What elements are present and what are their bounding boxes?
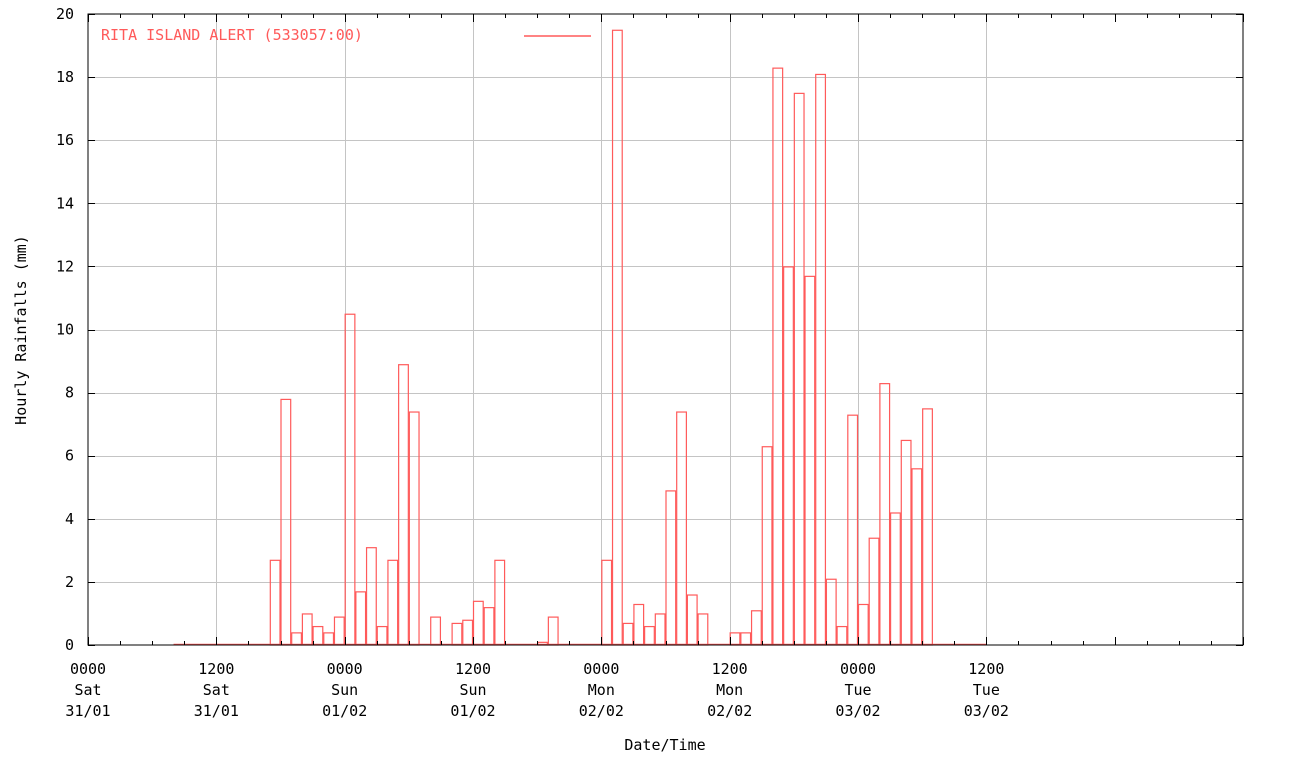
- x-tick-label: 1200: [198, 660, 234, 678]
- x-tick-label: Mon: [716, 681, 743, 699]
- x-tick-label: 0000: [583, 660, 619, 678]
- y-tick-label: 4: [65, 510, 74, 528]
- y-tick-label: 12: [56, 257, 74, 275]
- x-tick-label: 02/02: [707, 702, 752, 720]
- x-tick-label: Sat: [203, 681, 230, 699]
- y-tick-label: 8: [65, 384, 74, 402]
- x-tick-label: 0000: [327, 660, 363, 678]
- y-tick-label: 18: [56, 68, 74, 86]
- x-tick-label: 1200: [712, 660, 748, 678]
- x-tick-label: 01/02: [450, 702, 495, 720]
- x-tick-label: Tue: [973, 681, 1000, 699]
- plot-frame: [87, 13, 1244, 646]
- x-tick-label: 03/02: [835, 702, 880, 720]
- y-tick-label: 20: [56, 5, 74, 23]
- y-axis-ticks: 0 2 4 6 8 10 12 14 16 18 20: [56, 5, 1243, 654]
- y-tick-label: 16: [56, 131, 74, 149]
- x-axis-ticks: 0000 Sat 31/01 1200 Sat 31/01 0000 Sun 01/02 1200…: [65, 14, 1244, 720]
- x-tick-label: 1200: [455, 660, 491, 678]
- x-tick-label: Sun: [459, 681, 486, 699]
- y-tick-label: 10: [56, 321, 74, 339]
- x-tick-label: 0000: [70, 660, 106, 678]
- x-tick-label: Sun: [331, 681, 358, 699]
- y-tick-label: 0: [65, 636, 74, 654]
- x-tick-label: 31/01: [65, 702, 110, 720]
- x-tick-label: Sat: [74, 681, 101, 699]
- legend: RITA ISLAND ALERT (533057:00): [101, 26, 591, 44]
- x-tick-label: 0000: [840, 660, 876, 678]
- x-tick-label: Tue: [844, 681, 871, 699]
- legend-label: RITA ISLAND ALERT (533057:00): [101, 26, 363, 44]
- y-tick-label: 14: [56, 194, 74, 212]
- y-tick-label: 6: [65, 447, 74, 465]
- x-tick-label: 31/01: [194, 702, 239, 720]
- x-tick-label: 03/02: [964, 702, 1009, 720]
- y-axis-label: Hourly Rainfalls (mm): [12, 235, 30, 425]
- x-tick-label: 1200: [968, 660, 1004, 678]
- x-tick-label: Mon: [588, 681, 615, 699]
- x-tick-label: 02/02: [579, 702, 624, 720]
- x-tick-label: 01/02: [322, 702, 367, 720]
- y-tick-label: 2: [65, 573, 74, 591]
- x-axis-label: Date/Time: [624, 736, 705, 754]
